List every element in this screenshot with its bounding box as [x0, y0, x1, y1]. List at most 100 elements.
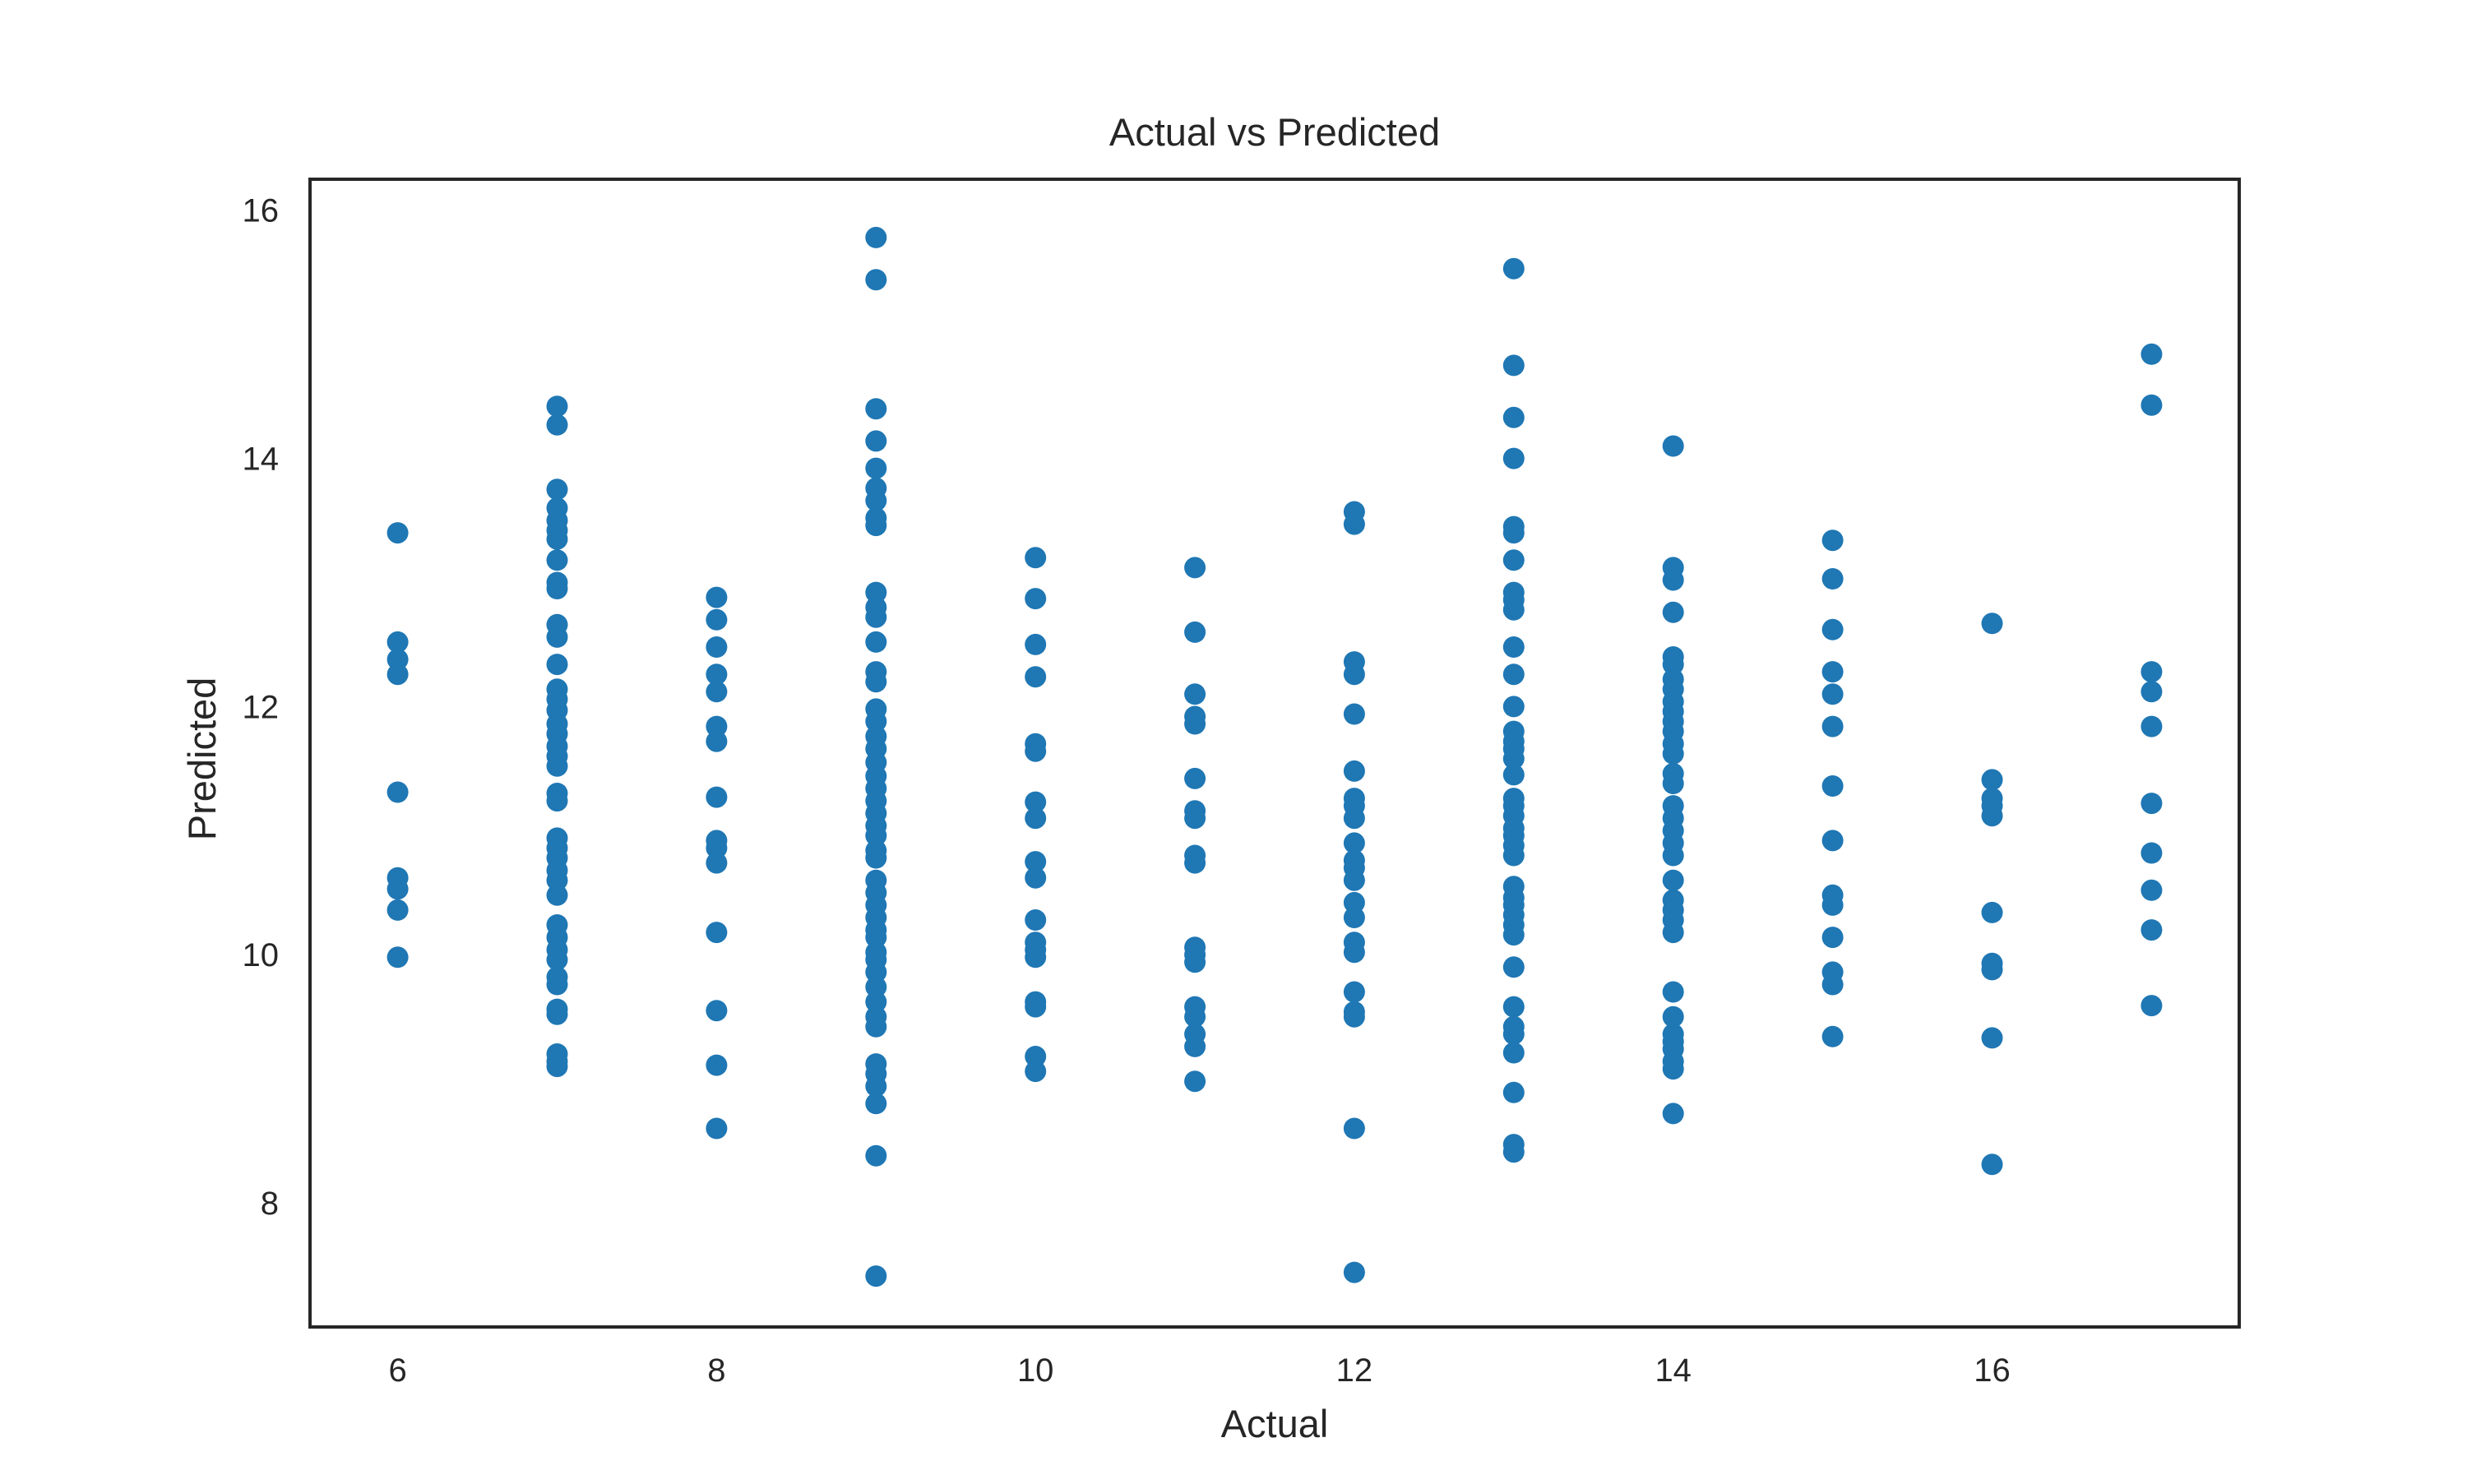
data-point: [865, 976, 887, 998]
data-point: [865, 1144, 887, 1167]
data-point: [1343, 832, 1365, 854]
data-point: [1343, 1006, 1365, 1028]
data-point: [1502, 354, 1525, 377]
data-point: [1821, 568, 1844, 589]
data-point: [865, 606, 887, 628]
data-point: [1662, 435, 1684, 457]
data-point: [1502, 522, 1525, 544]
data-point: [706, 852, 728, 874]
data-point: [706, 1054, 728, 1076]
data-point: [386, 899, 409, 921]
data-point: [1821, 894, 1844, 916]
data-point: [1343, 869, 1365, 891]
data-point: [386, 781, 409, 803]
data-point: [1343, 513, 1365, 535]
data-point: [1981, 805, 2003, 827]
x-tick-label: 8: [707, 1352, 725, 1389]
x-tick-label: 16: [1974, 1352, 2011, 1389]
data-point: [386, 663, 409, 686]
data-point: [1502, 996, 1525, 1018]
data-point: [1662, 601, 1684, 623]
data-points: [386, 226, 2163, 1288]
data-point: [865, 457, 887, 479]
data-point: [706, 837, 728, 859]
data-point: [1821, 1025, 1844, 1047]
data-point: [1821, 661, 1844, 683]
data-point: [1025, 666, 1047, 688]
data-point: [1662, 1103, 1684, 1125]
x-tick-label: 6: [388, 1352, 406, 1389]
data-point: [546, 973, 568, 996]
data-point: [1981, 901, 2003, 923]
data-point: [1502, 764, 1525, 786]
data-point: [865, 710, 887, 733]
data-point: [546, 755, 568, 777]
data-point: [1025, 909, 1047, 931]
data-point: [2141, 661, 2163, 683]
data-point: [1981, 613, 2003, 635]
data-point: [1502, 1081, 1525, 1103]
data-point: [1662, 654, 1684, 676]
data-point: [865, 1093, 887, 1115]
data-point: [1821, 683, 1844, 705]
data-point: [1184, 1035, 1206, 1057]
data-point: [865, 1075, 887, 1098]
data-point: [865, 671, 887, 693]
data-point: [546, 949, 568, 971]
y-tick-label: 10: [243, 937, 280, 973]
data-point: [865, 1265, 887, 1288]
data-point: [1025, 1061, 1047, 1083]
data-point: [1025, 996, 1047, 1018]
data-point: [1343, 760, 1365, 782]
data-point: [706, 586, 728, 608]
data-point: [546, 578, 568, 599]
data-point: [2141, 842, 2163, 864]
data-point: [2141, 715, 2163, 737]
data-point: [1502, 636, 1525, 658]
data-point: [1184, 807, 1206, 830]
data-point: [1025, 807, 1047, 830]
data-point: [1502, 1141, 1525, 1163]
data-point: [865, 961, 887, 983]
data-point: [1025, 633, 1047, 655]
data-point: [1821, 529, 1844, 552]
data-point: [1662, 922, 1684, 944]
data-point: [546, 869, 568, 891]
data-point: [865, 991, 887, 1013]
data-point: [2141, 793, 2163, 815]
data-point: [706, 730, 728, 752]
data-point: [865, 515, 887, 537]
data-point: [1184, 1006, 1206, 1028]
data-point: [865, 269, 887, 291]
x-axis-ticks: 6 8 10 12 14 16: [388, 1352, 2010, 1389]
data-point: [1184, 951, 1206, 973]
data-point: [546, 528, 568, 550]
chart-title: Actual vs Predicted: [1109, 110, 1440, 154]
data-point: [1025, 946, 1047, 969]
data-point: [386, 522, 409, 544]
data-point: [2141, 995, 2163, 1017]
data-point: [706, 681, 728, 703]
data-point: [1502, 1042, 1525, 1064]
data-point: [865, 927, 887, 949]
x-tick-label: 12: [1336, 1352, 1373, 1389]
y-tick-label: 8: [261, 1186, 279, 1222]
data-point: [1662, 981, 1684, 1003]
data-point: [1184, 767, 1206, 789]
data-point: [1502, 747, 1525, 770]
data-point: [1343, 891, 1365, 913]
data-point: [1025, 791, 1047, 813]
data-point: [1502, 257, 1525, 280]
data-point: [1184, 683, 1206, 705]
data-point: [1981, 1027, 2003, 1049]
data-point: [706, 1000, 728, 1022]
y-axis-label: Predicted: [180, 677, 224, 841]
data-point: [865, 825, 887, 847]
data-point: [1502, 406, 1525, 428]
data-point: [1184, 557, 1206, 579]
data-point: [1662, 869, 1684, 891]
y-tick-label: 14: [243, 442, 280, 478]
data-point: [1662, 1058, 1684, 1080]
data-point: [1662, 1006, 1684, 1028]
